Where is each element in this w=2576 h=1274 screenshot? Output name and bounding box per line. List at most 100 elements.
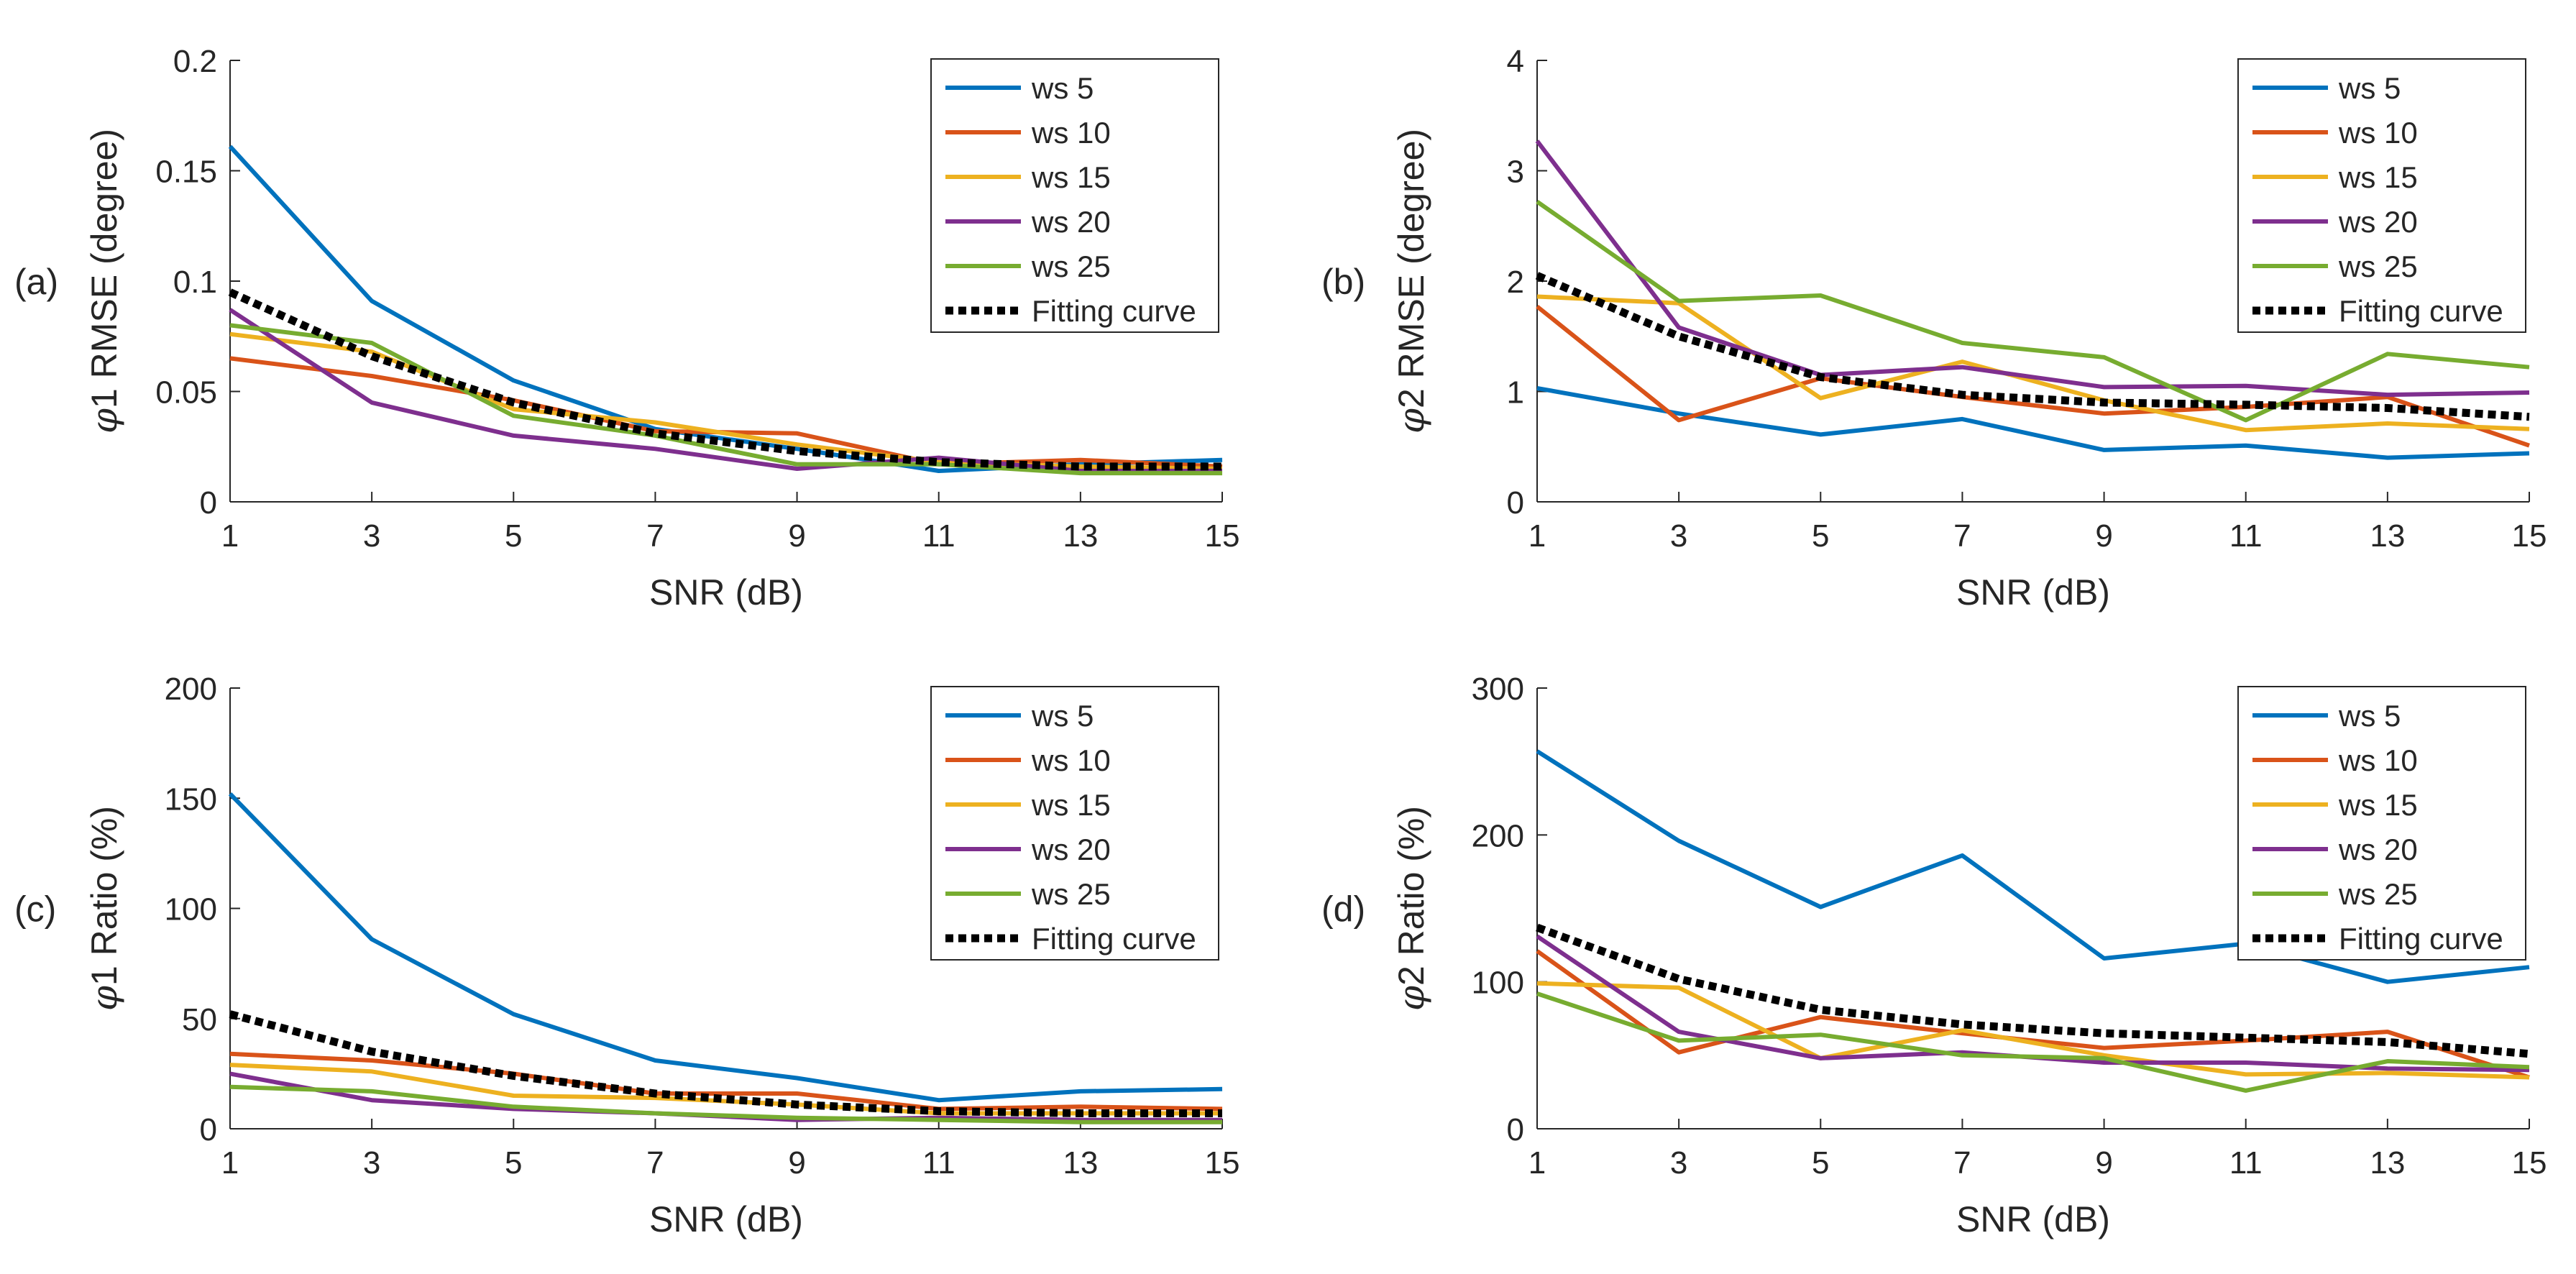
legend-label: ws 15 [2338, 788, 2418, 822]
x-tick-label: 7 [646, 518, 664, 554]
y-tick-label: 0.1 [173, 265, 217, 300]
legend-label: ws 5 [1031, 71, 1094, 105]
y-axis-label-symbol: φ [83, 986, 125, 1011]
legend-label: ws 5 [1031, 699, 1094, 733]
x-tick-label: 1 [221, 518, 239, 554]
legend-label: Fitting curve [2339, 294, 2503, 328]
y-tick-label: 0.2 [173, 44, 217, 79]
panel-label: (b) [1321, 262, 1365, 302]
x-tick-label: 11 [2229, 1145, 2263, 1181]
x-tick-label: 1 [1528, 1145, 1546, 1181]
legend-label: ws 10 [1031, 743, 1111, 777]
y-axis-label: φ2 RMSE (degree) [1390, 129, 1432, 434]
x-tick-label: 15 [2512, 1145, 2547, 1181]
y-tick-label: 0.15 [155, 155, 217, 190]
x-axis-label: SNR (dB) [649, 572, 803, 613]
series-line-ws-5 [1536, 749, 2530, 984]
series-line-ws-25 [229, 1084, 1222, 1124]
series-line-ws-15 [1536, 294, 2530, 433]
legend-box [2237, 58, 2526, 333]
legend-label: Fitting curve [2339, 922, 2503, 956]
x-tick-label: 11 [2229, 518, 2263, 554]
y-tick-label: 0 [1507, 1112, 1524, 1147]
x-tick-label: 1 [1528, 518, 1546, 554]
x-tick-label: 13 [2370, 1145, 2405, 1181]
legend-box [930, 58, 1219, 333]
series-line-ws-20 [1535, 139, 2530, 398]
x-axis-label: SNR (dB) [649, 1199, 803, 1239]
x-tick-label: 3 [1670, 1145, 1687, 1181]
series-line-fitting-curve [229, 1010, 1222, 1117]
x-tick-label: 1 [221, 1145, 239, 1181]
x-tick-label: 13 [1063, 1145, 1098, 1181]
legend: ws 5 ws 10 ws 15 ws 20 ws 25 Fitting curve [930, 686, 1219, 961]
series-line-ws-5 [228, 792, 1223, 1103]
panel-label: (d) [1321, 889, 1365, 930]
series-line-ws-15 [1536, 981, 2530, 1080]
legend: ws 5 ws 10 ws 15 ws 20 ws 25 Fitting curve [2237, 686, 2526, 961]
legend: ws 5 ws 10 ws 15 ws 20 ws 25 Fitting curve [930, 58, 1219, 333]
legend-label: ws 10 [2338, 743, 2418, 777]
y-axis-label-symbol: φ [83, 408, 125, 434]
x-tick-label: 7 [1953, 518, 1971, 554]
y-axis-label: φ1 RMSE (degree) [83, 129, 125, 434]
y-axis-label: φ2 Ratio (%) [1390, 806, 1432, 1011]
legend-label: ws 15 [1031, 160, 1111, 194]
x-tick-label: 5 [505, 1145, 522, 1181]
x-tick-label: 15 [2512, 518, 2547, 554]
legend-label: ws 20 [1031, 833, 1111, 866]
y-tick-label: 0 [1507, 485, 1524, 521]
x-tick-label: 7 [646, 1145, 664, 1181]
y-tick-label: 2 [1507, 265, 1524, 300]
y-axis-label-symbol: φ [1390, 986, 1432, 1011]
y-tick-label: 100 [165, 892, 217, 927]
y-axis-label-text: 1 Ratio (%) [84, 806, 124, 986]
y-tick-label: 100 [1472, 966, 1524, 1001]
x-tick-label: 11 [922, 1145, 955, 1181]
series-line-fitting-curve [1535, 272, 2530, 421]
x-tick-label: 9 [788, 1145, 805, 1181]
legend-label: ws 20 [2338, 833, 2418, 866]
x-tick-label: 3 [363, 518, 380, 554]
x-tick-label: 5 [505, 518, 522, 554]
y-axis-label-text: 1 RMSE (degree) [84, 129, 124, 408]
legend-label: Fitting curve [1032, 922, 1196, 956]
legend-label: ws 25 [1031, 249, 1111, 283]
y-tick-label: 200 [165, 672, 217, 707]
series-line-ws-10 [1536, 949, 2530, 1080]
series-line-fitting-curve [1536, 923, 2530, 1058]
legend-label: ws 10 [1031, 116, 1111, 150]
y-axis-label: φ1 Ratio (%) [83, 806, 125, 1011]
x-tick-label: 15 [1205, 1145, 1240, 1181]
y-tick-label: 50 [182, 1002, 217, 1037]
legend-label: ws 5 [2338, 71, 2401, 105]
series-line-fitting-curve [228, 288, 1222, 471]
x-tick-label: 15 [1205, 518, 1240, 554]
x-tick-label: 9 [788, 518, 805, 554]
legend: ws 5 ws 10 ws 15 ws 20 ws 25 Fitting curve [2237, 58, 2526, 333]
x-axis-label: SNR (dB) [1956, 572, 2110, 613]
legend-label: ws 25 [2338, 877, 2418, 911]
x-tick-label: 5 [1812, 1145, 1829, 1181]
legend-box [930, 686, 1219, 961]
x-tick-label: 13 [1063, 518, 1098, 554]
series-line-ws-25 [229, 323, 1222, 476]
x-tick-label: 13 [2370, 518, 2405, 554]
y-tick-label: 4 [1507, 44, 1524, 79]
x-tick-label: 11 [922, 518, 955, 554]
series-line-ws-5 [1536, 385, 2530, 460]
x-tick-label: 3 [363, 1145, 380, 1181]
panel-label: (a) [14, 262, 58, 302]
y-axis-label-text: 2 RMSE (degree) [1391, 129, 1431, 408]
y-tick-label: 200 [1472, 818, 1524, 853]
legend-label: ws 10 [2338, 116, 2418, 150]
series-line-ws-10 [229, 1051, 1223, 1112]
legend-label: ws 5 [2338, 699, 2401, 733]
panel-label: (c) [14, 889, 56, 930]
legend-label: ws 20 [1031, 205, 1111, 239]
legend-label: ws 25 [1031, 877, 1111, 911]
y-tick-label: 0.05 [155, 375, 217, 411]
legend-label: Fitting curve [1032, 294, 1196, 328]
